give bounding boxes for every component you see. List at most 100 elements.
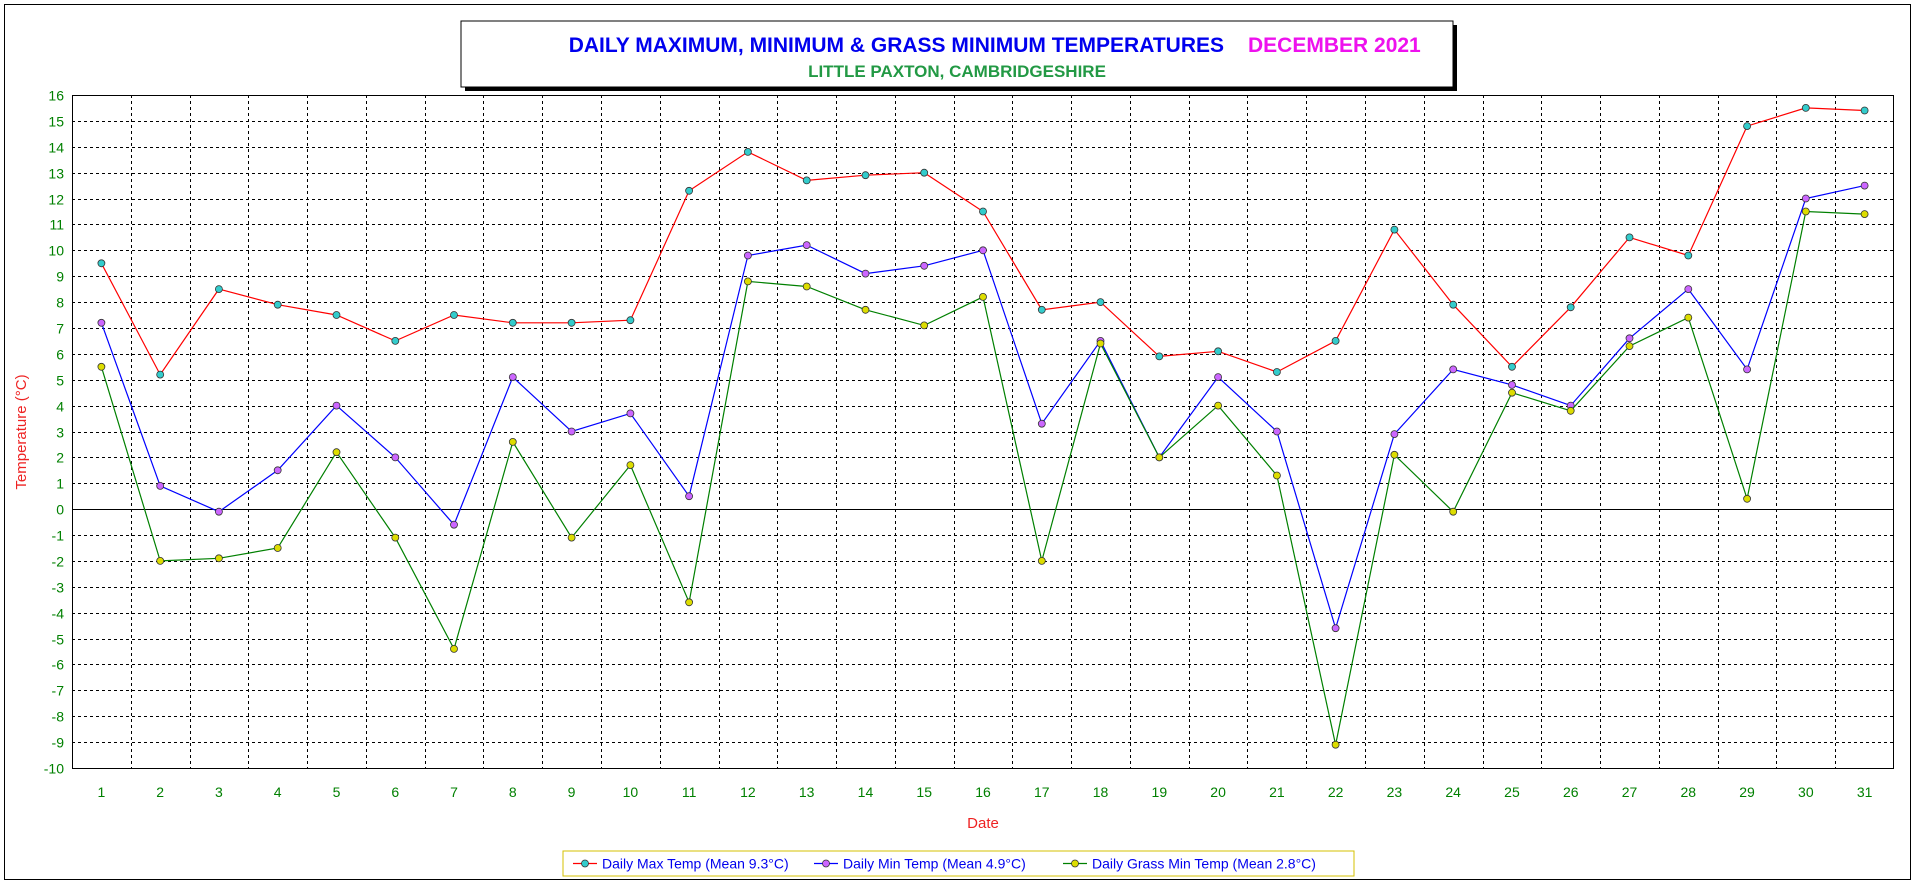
data-point — [1860, 181, 1869, 190]
data-point — [156, 370, 165, 379]
x-tick-label: 26 — [1563, 784, 1579, 800]
x-tick-label: 17 — [1034, 784, 1050, 800]
data-point — [1331, 740, 1340, 749]
data-point — [156, 557, 165, 565]
y-tick-label: -10 — [44, 761, 64, 777]
data-point — [332, 311, 341, 319]
x-tick-label: 16 — [975, 784, 991, 800]
data-point — [1449, 300, 1458, 309]
data-point — [214, 554, 223, 563]
data-point — [214, 507, 223, 516]
data-point — [1331, 336, 1340, 345]
data-point — [450, 645, 458, 653]
data-point — [1096, 339, 1105, 348]
y-tick-label: 15 — [48, 114, 64, 130]
x-tick-label: 3 — [215, 784, 223, 800]
x-tick-label: 25 — [1504, 784, 1520, 800]
data-point — [1684, 251, 1693, 260]
data-point — [1508, 388, 1516, 397]
y-tick-label: 9 — [56, 269, 64, 285]
data-point — [1037, 305, 1046, 314]
data-point — [273, 466, 282, 475]
x-tick-label: 11 — [682, 784, 697, 800]
data-point — [920, 321, 929, 330]
x-tick-label: 21 — [1269, 784, 1285, 800]
data-point — [450, 311, 458, 319]
data-point — [1684, 313, 1693, 322]
x-tick-label: 22 — [1328, 784, 1344, 800]
y-tick-label: -1 — [52, 528, 65, 544]
data-point — [1214, 401, 1222, 410]
data-point — [1273, 471, 1281, 480]
y-tick-label: 0 — [56, 502, 64, 518]
y-tick-label: 5 — [56, 373, 64, 389]
legend-swatch-marker — [822, 859, 830, 868]
legend: Daily Max Temp (Mean 9.3°C) Daily Min Tem… — [562, 850, 1355, 877]
chart-title-date: DECEMBER 2021 — [1248, 34, 1421, 57]
data-point — [1625, 334, 1634, 343]
y-tick-label: 7 — [56, 321, 64, 337]
x-tick-label: 1 — [97, 784, 105, 800]
data-point — [1273, 368, 1281, 376]
data-point — [332, 448, 341, 457]
data-point — [626, 316, 635, 325]
data-point — [332, 401, 341, 410]
data-point — [156, 481, 165, 490]
x-tick-label: 18 — [1093, 784, 1109, 800]
x-tick-label: 23 — [1387, 784, 1403, 800]
data-point — [1743, 122, 1751, 130]
data-point — [1449, 507, 1458, 516]
data-point — [508, 373, 517, 382]
data-point — [1801, 194, 1810, 203]
data-point — [802, 282, 811, 291]
data-point — [1860, 210, 1869, 219]
x-tick-label: 4 — [274, 784, 282, 800]
data-point — [1625, 233, 1634, 242]
legend-swatch-marker — [1071, 859, 1079, 868]
x-tick-label: 2 — [156, 784, 164, 800]
data-point — [920, 261, 929, 270]
data-point — [391, 533, 400, 542]
x-tick-label: 9 — [568, 784, 576, 800]
data-point — [1155, 352, 1164, 361]
y-tick-label: 3 — [56, 425, 64, 441]
data-point — [1390, 450, 1399, 459]
data-point — [744, 251, 752, 260]
data-point — [567, 427, 576, 436]
y-tick-label: 8 — [56, 295, 64, 311]
x-tick-label: 8 — [509, 784, 517, 800]
data-point — [626, 409, 635, 418]
y-axis-ticks: 161514131211109876543210-1-2-3-4-5-6-7-8… — [44, 88, 64, 777]
series-group — [97, 181, 1869, 633]
x-tick-label: 15 — [916, 784, 932, 800]
x-tick-label: 5 — [333, 784, 341, 800]
data-point — [450, 520, 458, 529]
y-tick-label: 2 — [56, 450, 64, 466]
legend-label: Daily Max Temp (Mean 9.3°C) — [602, 856, 789, 872]
legend-label: Daily Min Temp (Mean 4.9°C) — [843, 856, 1026, 872]
data-point — [273, 300, 282, 309]
data-point — [391, 336, 400, 345]
x-tick-label: 30 — [1798, 784, 1814, 800]
data-point — [214, 285, 223, 294]
series-group — [97, 207, 1869, 749]
data-point — [1743, 494, 1751, 503]
x-tick-label: 20 — [1210, 784, 1226, 800]
y-tick-label: 11 — [49, 217, 64, 233]
data-point — [508, 318, 517, 327]
y-tick-label: 14 — [48, 140, 64, 156]
legend-box — [562, 850, 1355, 877]
data-point — [97, 318, 106, 327]
x-tick-label: 12 — [740, 784, 756, 800]
x-tick-label: 13 — [799, 784, 815, 800]
data-point — [685, 598, 693, 607]
x-tick-label: 27 — [1622, 784, 1638, 800]
y-tick-label: 13 — [48, 166, 64, 182]
data-point — [391, 453, 400, 462]
legend-swatch-marker — [581, 859, 589, 868]
chart-subtitle: LITTLE PAXTON, CAMBRIDGESHIRE — [808, 62, 1106, 81]
series-group — [97, 104, 1869, 379]
legend-label: Daily Grass Min Temp (Mean 2.8°C) — [1092, 856, 1316, 872]
